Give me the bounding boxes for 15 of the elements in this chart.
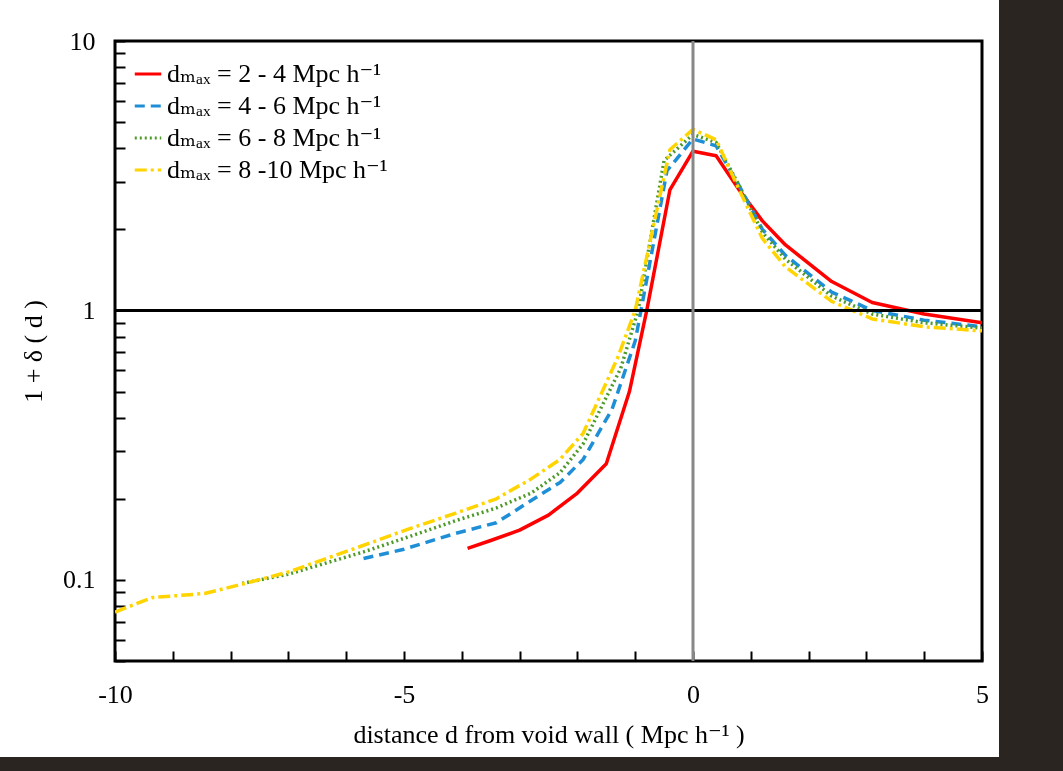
x-tick-label: -5 [393,679,416,709]
x-tick-label: 0 [687,679,700,709]
y-tick-label: 0.1 [63,565,96,595]
legend-label: dₘₐₓ = 2 - 4 Mpc h⁻¹ [167,59,382,88]
y-axis-title: 1 + δ ( d ) [19,300,48,403]
x-tick-label: 5 [976,679,989,709]
legend-label: dₘₐₓ = 8 -10 Mpc h⁻¹ [167,155,388,184]
y-tick-label: 1 [82,295,96,325]
legend-label: dₘₐₓ = 6 - 8 Mpc h⁻¹ [167,123,382,152]
line-series [465,149,982,551]
x-tick-label: -10 [98,679,133,709]
line-series [115,127,982,614]
legend-label: dₘₐₓ = 4 - 6 Mpc h⁻¹ [167,91,382,120]
y-tick-label: 10 [69,26,96,56]
x-axis-title: distance d from void wall ( Mpc h⁻¹ ) [353,719,745,749]
